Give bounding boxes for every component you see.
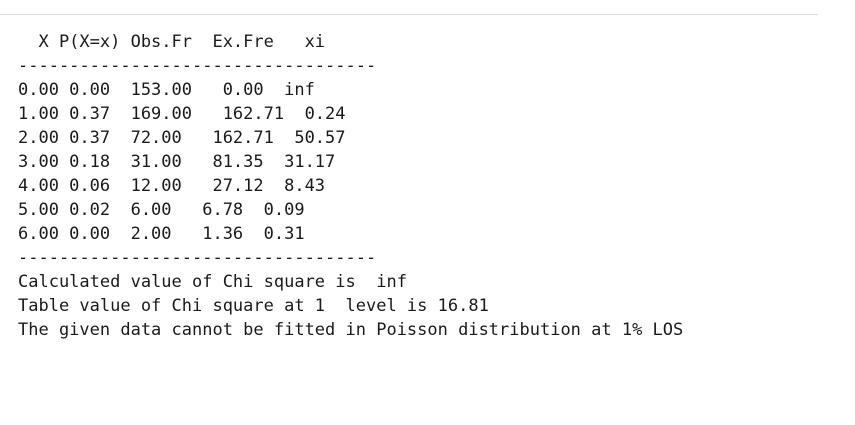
table-separator-bottom: -----------------------------------	[18, 248, 377, 268]
chi-square-calculated: Calculated value of Chi square is inf	[18, 272, 407, 292]
table-row: 3.00 0.18 31.00 81.35 31.17	[18, 152, 336, 172]
table-header: X P(X=x) Obs.Fr Ex.Fre xi	[18, 32, 326, 52]
table-row: 6.00 0.00 2.00 1.36 0.31	[18, 224, 305, 244]
table-row: 2.00 0.37 72.00 162.71 50.57	[18, 128, 346, 148]
cell-divider	[0, 14, 818, 15]
table-row: 0.00 0.00 153.00 0.00 inf	[18, 80, 315, 100]
table-row: 5.00 0.02 6.00 6.78 0.09	[18, 200, 305, 220]
chi-square-table-value: Table value of Chi square at 1 level is …	[18, 296, 489, 316]
table-row: 1.00 0.37 169.00 162.71 0.24	[18, 104, 346, 124]
table-row: 4.00 0.06 12.00 27.12 8.43	[18, 176, 326, 196]
conclusion-text: The given data cannot be fitted in Poiss…	[18, 320, 684, 340]
console-output: X P(X=x) Obs.Fr Ex.Fre xi ---------------…	[18, 30, 683, 342]
table-separator-top: -----------------------------------	[18, 56, 377, 76]
